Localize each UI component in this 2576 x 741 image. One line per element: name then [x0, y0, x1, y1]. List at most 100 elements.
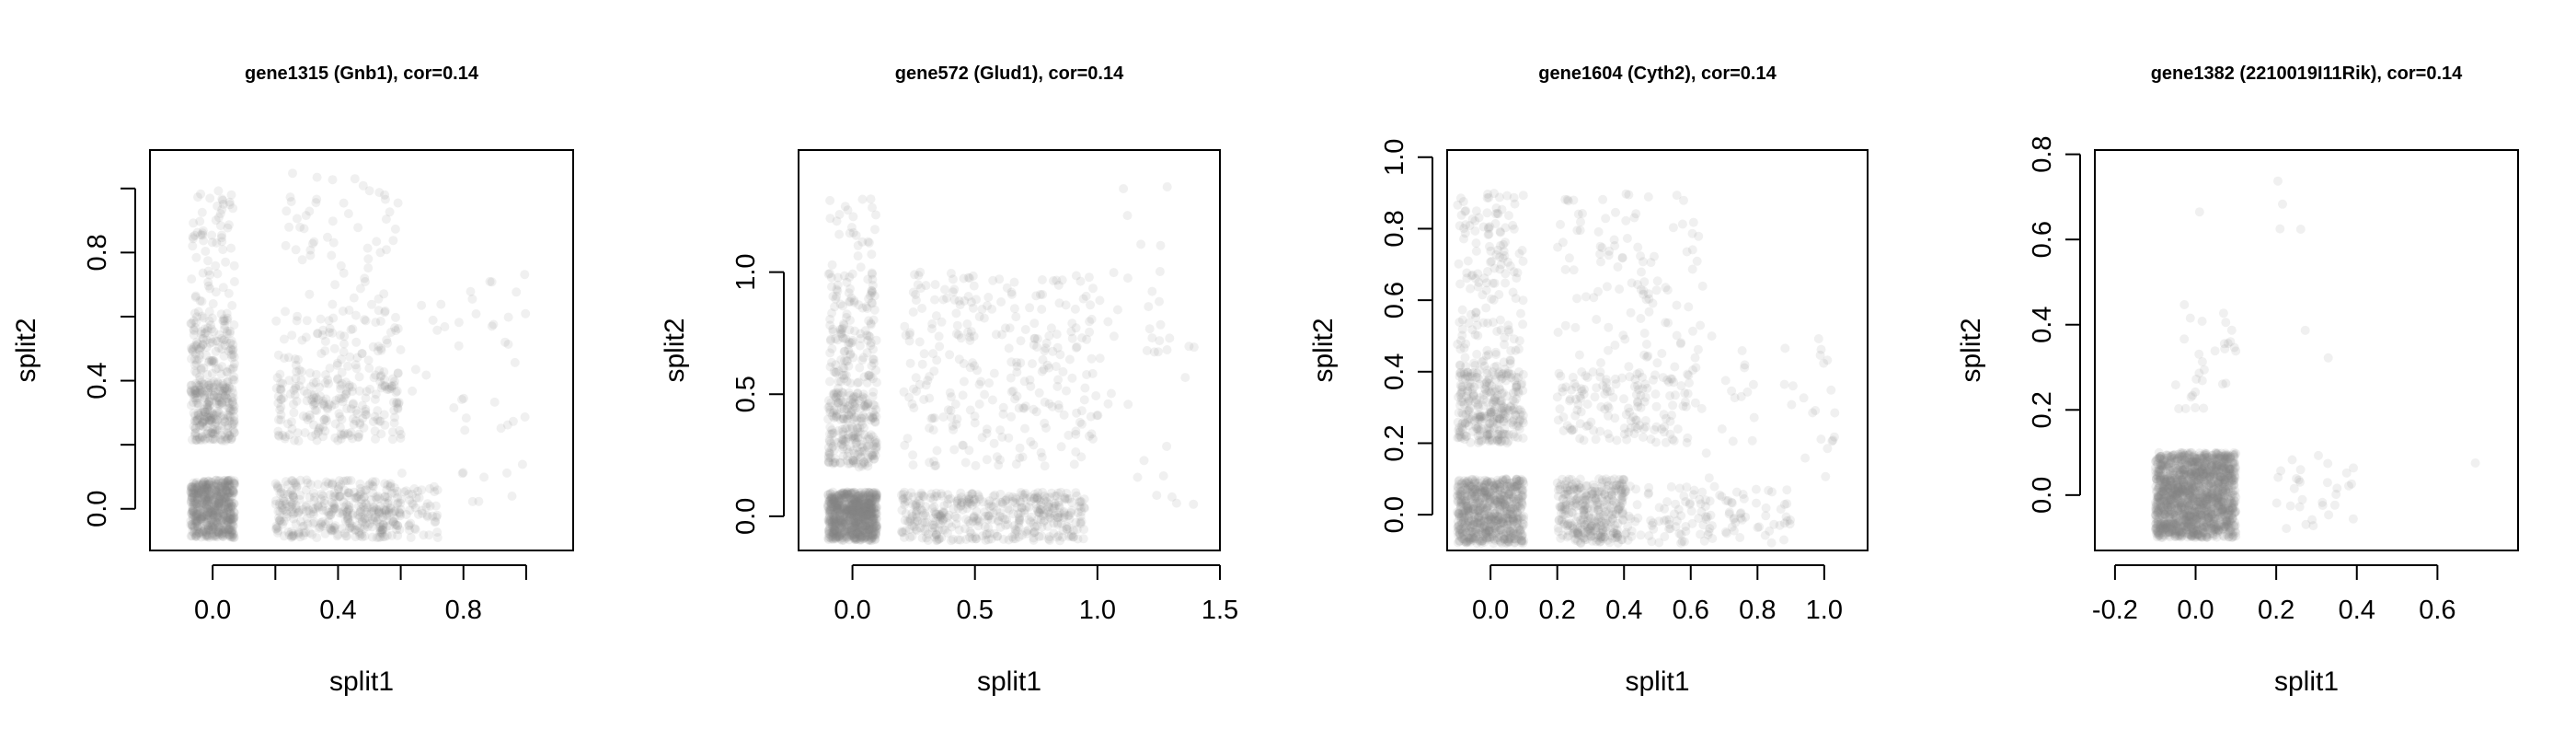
- scatter-point: [1563, 533, 1572, 542]
- scatter-point: [374, 188, 384, 197]
- scatter-point: [966, 406, 975, 415]
- scatter-point: [922, 380, 931, 389]
- scatter-point: [405, 520, 414, 529]
- scatter-point: [363, 244, 373, 253]
- scatter-point: [351, 338, 361, 347]
- scatter-point: [945, 350, 954, 359]
- scatter-point: [288, 491, 297, 500]
- scatter-point: [502, 469, 512, 478]
- scatter-point: [1512, 518, 1522, 527]
- scatter-point: [967, 327, 976, 336]
- scatter-point: [1001, 323, 1010, 332]
- scatter-point: [1673, 516, 1682, 526]
- scatter-point: [1071, 430, 1080, 439]
- scatter-point: [996, 297, 1006, 307]
- scatter-point: [858, 195, 868, 204]
- scatter-point: [1064, 494, 1074, 504]
- scatter-point: [912, 295, 921, 305]
- scatter-point: [339, 477, 348, 486]
- scatter-point: [1080, 384, 1089, 393]
- scatter-point: [935, 342, 944, 351]
- scatter-point: [1608, 495, 1617, 504]
- scatter-point: [344, 209, 353, 218]
- scatter-point: [1119, 184, 1128, 193]
- panel-title: gene1315 (Gnb1), cor=0.14: [245, 64, 479, 84]
- scatter-point: [868, 345, 878, 354]
- scatter-point: [1145, 324, 1155, 333]
- scatter-point: [1053, 489, 1063, 498]
- scatter-point: [951, 308, 960, 318]
- scatter-point: [971, 418, 980, 427]
- scatter-point: [373, 406, 382, 415]
- scatter-point: [462, 413, 471, 423]
- scatter-point: [372, 389, 381, 399]
- scatter-point: [1026, 376, 1035, 385]
- scatter-point: [1495, 533, 1504, 542]
- scatter-point: [490, 398, 500, 407]
- scatter-point: [860, 401, 869, 411]
- scatter-point: [1581, 507, 1590, 516]
- scatter-point: [856, 523, 865, 532]
- scatter-point: [845, 297, 855, 307]
- scatter-point: [411, 365, 420, 374]
- scatter-point: [191, 253, 201, 262]
- scatter-point: [479, 472, 489, 481]
- scatter-point: [417, 301, 426, 310]
- scatter-point: [1152, 491, 1161, 500]
- scatter-point: [970, 282, 979, 291]
- scatter-point: [1057, 442, 1066, 451]
- scatter-point: [295, 223, 305, 232]
- scatter-point: [283, 480, 293, 490]
- scatter-point: [282, 206, 291, 215]
- scatter-point: [323, 376, 332, 385]
- scatter-point: [1502, 514, 1512, 523]
- scatter-point: [869, 359, 879, 368]
- scatter-point: [221, 258, 230, 267]
- scatter-point: [302, 211, 311, 220]
- scatter-point: [932, 355, 941, 365]
- scatter-point: [940, 285, 949, 295]
- scatter-point: [1052, 362, 1061, 371]
- scatter-point: [1753, 523, 1762, 532]
- scatter-point: [466, 287, 476, 296]
- scatter-point: [209, 299, 218, 308]
- scatter-point: [319, 415, 328, 424]
- scatter-point: [1053, 511, 1063, 520]
- scatter-point: [935, 331, 944, 341]
- scatter-point: [421, 371, 431, 380]
- scatter-point: [929, 366, 938, 376]
- scatter-point: [1123, 273, 1133, 283]
- scatter-point: [1038, 275, 1047, 284]
- scatter-point: [1091, 391, 1100, 400]
- scatter-point: [212, 215, 221, 225]
- scatter-point: [397, 430, 406, 439]
- scatter-point: [1495, 479, 1504, 488]
- scatter-point: [872, 336, 881, 345]
- scatter-point: [402, 510, 411, 519]
- scatter-point: [201, 324, 210, 333]
- scatter-point: [459, 394, 468, 403]
- scatter-point: [211, 261, 220, 271]
- scatter-point: [214, 364, 224, 373]
- scatter-point: [395, 398, 404, 407]
- scatter-point: [964, 273, 973, 283]
- scatter-point: [1511, 484, 1520, 493]
- scatter-point: [328, 175, 338, 184]
- scatter-point: [433, 533, 443, 542]
- scatter-point: [845, 272, 854, 282]
- panel-title: gene572 (Glud1), cor=0.14: [895, 64, 1124, 84]
- scatter-point: [1030, 527, 1040, 537]
- scatter-point: [1562, 477, 1571, 486]
- scatter-point: [213, 202, 222, 211]
- scatter-point: [198, 296, 207, 306]
- scatter-point: [1041, 398, 1050, 407]
- scatter-point: [857, 436, 867, 446]
- scatter-point: [922, 533, 931, 542]
- scatter-point: [230, 359, 239, 368]
- scatter-point: [990, 369, 999, 378]
- scatter-point: [201, 247, 210, 256]
- scatter-point: [303, 316, 312, 325]
- scatter-point: [975, 312, 984, 321]
- scatter-point: [1073, 525, 1082, 534]
- scatter-point: [1165, 333, 1174, 342]
